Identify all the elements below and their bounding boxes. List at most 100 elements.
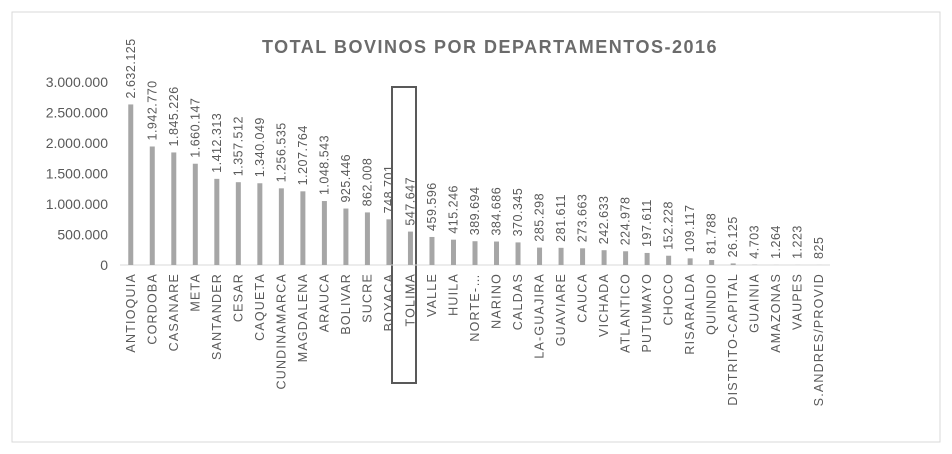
chart-title: TOTAL BOVINOS POR DEPARTAMENTOS-2016 [262,37,718,57]
bar [214,178,220,265]
value-label: 825 [812,237,826,259]
x-tick-label: VALLE [425,273,439,317]
value-label: 109.117 [683,205,697,253]
value-label: 415.246 [446,185,460,234]
value-label: 459.596 [425,182,439,231]
bar [494,241,500,265]
y-tick-label: 1.000.000 [46,196,108,212]
y-tick-label: 2.500.000 [46,105,108,121]
x-tick-label: AMAZONAS [769,273,783,353]
bar [149,146,155,265]
x-tick-label: GUAINIA [748,273,762,333]
y-tick-label: 1.500.000 [46,166,108,182]
value-label: 862.008 [360,158,374,207]
bar [171,152,177,265]
value-label: 224.978 [619,197,633,246]
highlight-box [391,86,417,384]
bar [257,183,263,265]
bar [709,260,715,265]
value-label: 285.298 [533,193,547,242]
bar [343,208,349,265]
x-tick-label: CALDAS [511,273,525,330]
x-tick-label: CESAR [231,273,245,322]
x-tick-label: RISARALDA [683,273,697,355]
bar [580,248,586,265]
value-label: 26.125 [726,216,740,257]
value-label: 1.048.543 [317,135,331,195]
y-tick-label: 500.000 [57,227,108,243]
x-tick-label: NORTE-… [468,273,482,342]
value-label: 389.694 [468,187,482,236]
value-label: 1.223 [791,225,805,259]
x-tick-label: CAQUETA [253,273,267,341]
bar [537,247,543,265]
value-label: 1.340.049 [253,117,267,177]
value-label: 1.660.147 [188,98,202,158]
x-tick-label: HUILA [446,273,460,316]
bar [192,163,198,265]
x-tick-label: VICHADA [597,273,611,337]
bar [666,255,672,265]
bar [472,241,478,265]
value-label: 81.788 [705,213,719,254]
x-tick-label: BOLIVAR [339,273,353,335]
bar [278,188,284,265]
value-label: 197.611 [640,199,654,247]
value-label: 384.686 [490,187,504,236]
value-label: 1.357.512 [231,116,245,176]
value-label: 1.207.764 [296,125,310,185]
value-label: 748.701 [382,165,396,214]
x-tick-label: ATLANTICO [619,273,633,353]
bar [515,242,521,265]
x-tick-label: SUCRE [360,273,374,323]
x-tick-label: CORDOBA [145,273,159,345]
x-tick-label: ANTIOQUIA [124,273,138,353]
bar [644,252,650,265]
x-tick-label: S.ANDRES/PROVID [812,273,826,406]
x-tick-label: ARAUCA [317,273,331,332]
y-tick-label: 2.000.000 [46,135,108,151]
x-tick-label: VAUPES [791,273,805,330]
value-label: 1.845.226 [167,86,181,146]
x-tick-label: META [188,273,202,312]
value-label: 1.264 [769,225,783,259]
bar [235,182,241,265]
value-label: 4.703 [748,225,762,259]
bar [687,258,693,265]
x-tick-label: DISTRITO-CAPITAL [726,273,740,406]
value-label: 281.611 [554,194,568,242]
value-label: 1.256.535 [274,122,288,182]
x-tick-label: MAGDALENA [296,273,310,362]
bar [364,212,370,265]
bar [450,239,456,265]
value-label: 547.647 [403,177,417,226]
bar [429,236,435,265]
y-tick-label: 3.000.000 [46,74,108,90]
x-tick-label: QUINDIO [705,273,719,335]
x-tick-label: TOLIMA [403,273,417,327]
chart-frame [11,11,941,443]
value-label: 1.942.770 [145,80,159,140]
value-label: 242.633 [597,196,611,245]
value-label: 2.632.125 [124,38,138,98]
bar [601,250,607,265]
x-tick-label: PUTUMAYO [640,273,654,353]
bar [730,263,736,265]
x-tick-label: SANTANDER [210,273,224,360]
value-label: 1.412.313 [210,113,224,173]
x-tick-label: NARINO [490,273,504,329]
value-label: 370.345 [511,188,525,237]
bar [407,231,413,265]
bar [386,219,392,265]
bar [300,191,306,265]
value-label: 273.663 [576,194,590,243]
bar [558,247,564,265]
value-label: 925.446 [339,154,353,203]
y-tick-label: 0 [100,257,108,273]
x-tick-label: CHOCO [662,273,676,326]
x-tick-label: BOYACA [382,273,396,331]
bar [128,104,134,266]
x-tick-label: CAUCA [576,273,590,323]
x-tick-label: CUNDINAMARCA [274,273,288,390]
